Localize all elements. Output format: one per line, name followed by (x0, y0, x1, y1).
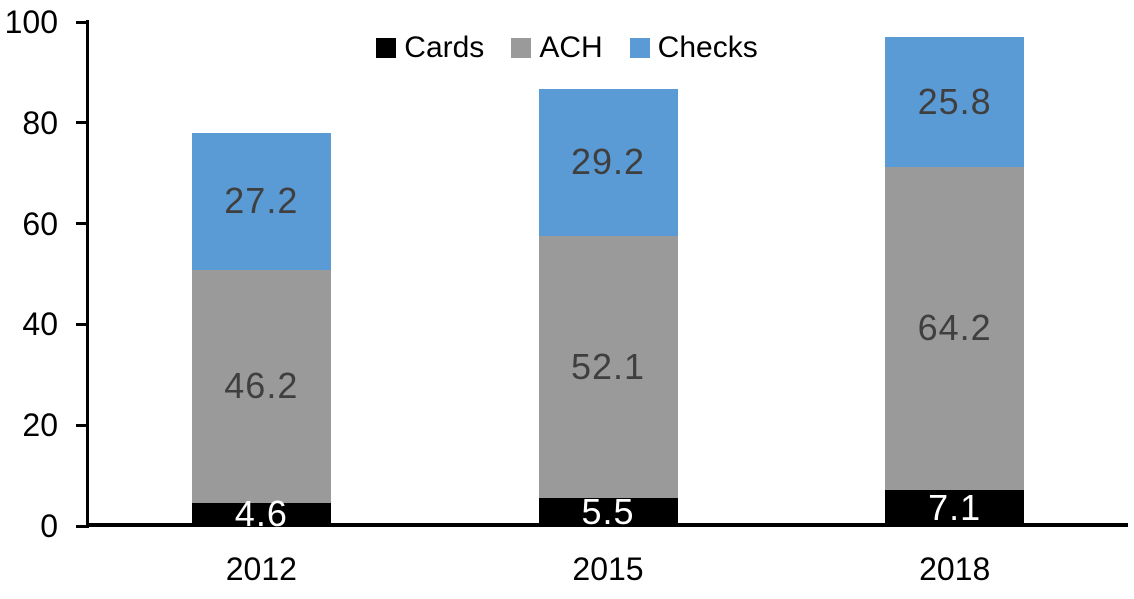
bar-segment-cards-2012 (191, 502, 331, 526)
bar-segment-ach-2018 (885, 166, 1025, 491)
bar-segment-ach-2015 (538, 235, 678, 499)
bar-value-label: 46.2 (224, 365, 299, 407)
bar-value-label: 25.8 (917, 80, 992, 122)
y-tick-mark (76, 20, 89, 24)
bar-value-label: 4.6 (234, 493, 288, 535)
legend-swatch-icon (511, 38, 532, 58)
y-tick-label: 80 (22, 104, 58, 141)
legend-item-ach: ACH (511, 31, 603, 64)
bar-segment-cards-2018 (885, 490, 1025, 526)
y-tick-label: 0 (40, 508, 58, 544)
x-axis-line (86, 523, 1128, 527)
y-tick-label: 100 (4, 4, 58, 40)
y-axis-line (86, 20, 89, 527)
y-tick-label: 20 (22, 407, 58, 444)
bar-value-label: 64.2 (917, 307, 992, 349)
bar-segment-ach-2012 (191, 269, 331, 503)
bar-segment-cards-2015 (538, 498, 678, 526)
x-tick-label: 2015 (572, 551, 644, 587)
bar-value-label: 5.5 (581, 491, 635, 533)
legend-label: Checks (657, 31, 758, 64)
y-tick-mark (76, 524, 89, 528)
y-tick-mark (76, 423, 89, 427)
bar-value-label: 7.1 (928, 487, 982, 529)
legend-item-checks: Checks (629, 31, 758, 64)
bar-segment-checks-2012 (191, 132, 331, 270)
y-tick-mark (76, 222, 89, 226)
x-tick-label: 2018 (919, 551, 991, 587)
legend-swatch-icon (376, 38, 397, 58)
y-tick-label: 60 (22, 205, 58, 242)
bar-segment-checks-2018 (885, 36, 1025, 167)
bar-value-label: 52.1 (570, 345, 646, 387)
legend-swatch-icon (629, 38, 650, 58)
y-tick-mark (76, 121, 89, 125)
chart-legend: Cards ACH Checks (0, 33, 1134, 63)
x-tick-label: 2012 (225, 551, 297, 587)
y-tick-mark (76, 322, 89, 326)
bar-value-label: 27.2 (224, 180, 299, 222)
bar-segment-checks-2015 (538, 88, 678, 236)
legend-item-cards: Cards (376, 33, 484, 63)
y-tick-label: 40 (22, 306, 58, 343)
bar-value-label: 29.2 (570, 141, 646, 183)
legend-label: ACH (539, 31, 603, 64)
legend-label: Cards (404, 31, 485, 64)
